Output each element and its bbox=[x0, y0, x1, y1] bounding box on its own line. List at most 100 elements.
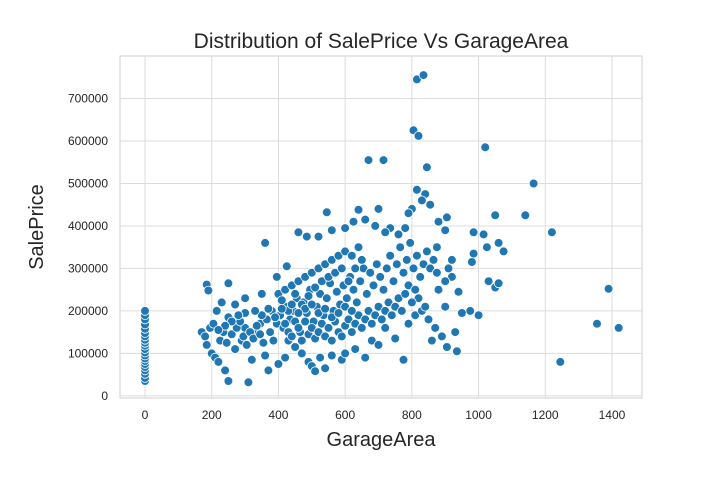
data-point bbox=[440, 276, 451, 287]
data-point bbox=[321, 207, 332, 218]
data-point bbox=[336, 331, 347, 342]
data-point bbox=[316, 276, 327, 287]
data-point bbox=[381, 263, 392, 274]
y-tick-labels: 0 100000 200000 300000 400000 500000 600000 700… bbox=[68, 91, 108, 402]
data-point bbox=[447, 255, 457, 265]
data-point bbox=[220, 365, 230, 376]
data-point bbox=[211, 306, 222, 316]
data-point bbox=[388, 276, 399, 287]
data-point bbox=[140, 306, 150, 316]
data-point bbox=[265, 327, 275, 337]
data-point bbox=[413, 131, 424, 141]
data-point bbox=[555, 357, 566, 367]
data-point bbox=[326, 350, 337, 361]
y-tick-label: 500000 bbox=[68, 176, 108, 190]
data-point bbox=[423, 314, 434, 325]
data-point bbox=[240, 293, 250, 304]
data-point bbox=[592, 318, 602, 329]
data-point bbox=[380, 323, 391, 333]
x-tick-label: 200 bbox=[202, 408, 222, 422]
data-point bbox=[293, 308, 304, 318]
data-point bbox=[432, 242, 442, 253]
data-point bbox=[313, 231, 324, 242]
data-point bbox=[333, 308, 344, 318]
data-point bbox=[356, 255, 367, 265]
x-tick-label: 1400 bbox=[599, 408, 626, 422]
data-point bbox=[437, 331, 447, 342]
data-point bbox=[280, 284, 290, 295]
data-point bbox=[407, 297, 417, 308]
data-point bbox=[330, 267, 340, 278]
data-point bbox=[482, 242, 492, 253]
data-point bbox=[260, 350, 270, 361]
y-tick-label: 400000 bbox=[68, 219, 108, 233]
data-point bbox=[498, 246, 509, 257]
data-point bbox=[428, 255, 439, 265]
data-point bbox=[493, 278, 504, 289]
data-point bbox=[293, 276, 304, 287]
data-point bbox=[493, 238, 504, 248]
data-point bbox=[375, 272, 386, 282]
data-point bbox=[420, 301, 431, 312]
data-point bbox=[223, 278, 234, 289]
data-point bbox=[201, 340, 212, 350]
data-point bbox=[442, 212, 452, 223]
data-point bbox=[221, 337, 232, 348]
data-point bbox=[400, 289, 411, 299]
data-point bbox=[341, 293, 352, 304]
data-point bbox=[243, 377, 254, 388]
data-point bbox=[427, 335, 437, 346]
data-point bbox=[326, 312, 337, 323]
data-point bbox=[403, 280, 414, 291]
data-point bbox=[310, 282, 320, 293]
data-point bbox=[336, 263, 347, 274]
data-point bbox=[348, 216, 359, 227]
y-axis-label: SalePrice bbox=[26, 184, 48, 270]
data-point bbox=[326, 225, 337, 236]
data-point bbox=[306, 299, 317, 310]
y-tick-label: 0 bbox=[101, 389, 108, 403]
data-point bbox=[256, 310, 267, 321]
data-point bbox=[412, 185, 422, 195]
data-point bbox=[290, 289, 300, 299]
data-point bbox=[422, 162, 432, 173]
data-point bbox=[396, 306, 407, 316]
data-point bbox=[380, 227, 391, 238]
data-point bbox=[398, 354, 409, 365]
data-point bbox=[315, 289, 325, 299]
data-point bbox=[370, 221, 381, 231]
data-point bbox=[321, 293, 332, 304]
data-point bbox=[306, 267, 317, 278]
data-point bbox=[410, 284, 421, 295]
y-tick-label: 700000 bbox=[68, 91, 108, 105]
data-point bbox=[348, 284, 359, 295]
data-point bbox=[276, 303, 287, 314]
data-point bbox=[340, 246, 350, 257]
x-gridlines bbox=[144, 56, 613, 398]
data-point bbox=[376, 314, 387, 325]
y-tick-label: 300000 bbox=[68, 261, 108, 275]
data-point bbox=[366, 318, 377, 329]
data-point bbox=[360, 352, 371, 363]
data-point bbox=[293, 227, 304, 238]
data-point bbox=[480, 142, 491, 153]
data-point bbox=[293, 323, 304, 333]
data-point bbox=[333, 250, 344, 261]
data-point bbox=[346, 250, 357, 261]
data-point bbox=[353, 205, 364, 215]
data-point bbox=[385, 250, 396, 261]
data-point bbox=[432, 267, 442, 278]
data-point bbox=[442, 342, 452, 352]
data-point bbox=[520, 210, 531, 221]
data-point bbox=[350, 344, 361, 354]
data-point bbox=[296, 348, 307, 359]
data-point bbox=[368, 280, 379, 291]
data-point bbox=[440, 225, 451, 236]
data-point bbox=[422, 246, 432, 257]
data-point bbox=[400, 223, 411, 233]
data-point bbox=[270, 312, 280, 323]
data-point bbox=[378, 284, 389, 295]
data-point bbox=[412, 250, 422, 261]
data-point bbox=[268, 335, 279, 346]
